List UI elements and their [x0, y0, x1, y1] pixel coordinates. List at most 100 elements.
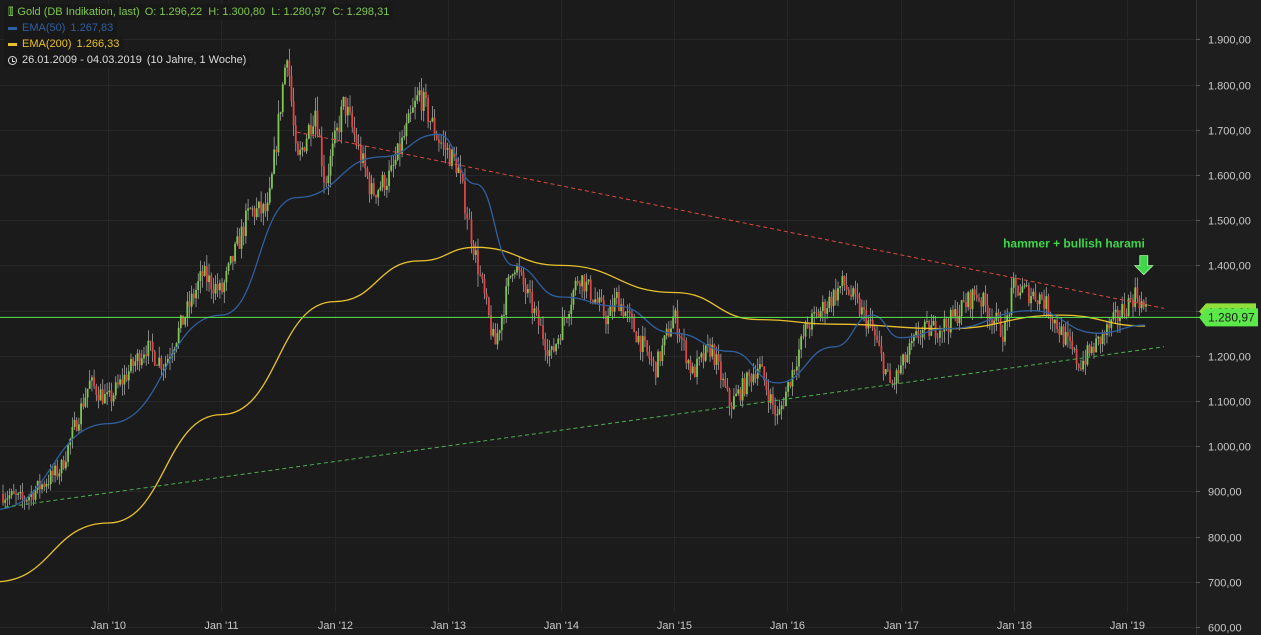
support-trendline[interactable]	[4, 346, 1165, 508]
candle-body	[492, 329, 495, 336]
candle-body	[110, 390, 113, 402]
ema200-value: 1.266,33	[76, 38, 120, 50]
resistance-trendline[interactable]	[296, 131, 1165, 309]
candle-body	[594, 299, 597, 303]
candle-body	[607, 315, 610, 325]
candle-body	[568, 314, 570, 319]
candle-body	[151, 342, 154, 352]
candle-body	[800, 336, 803, 350]
candle-body	[811, 313, 813, 330]
candle-body	[787, 382, 790, 392]
y-tick-label: 1.600,00	[1208, 171, 1251, 183]
candle-body	[162, 369, 165, 370]
candle-body	[218, 282, 221, 291]
candle-body	[743, 378, 746, 395]
candle-body	[1121, 304, 1124, 318]
candle-body	[832, 289, 835, 307]
candle-body	[733, 396, 735, 409]
candle-body	[271, 173, 273, 189]
ema200-line	[0, 246, 1146, 583]
candle-body	[490, 315, 492, 336]
candle-body	[917, 331, 920, 338]
candle-body	[722, 378, 724, 381]
candle-body	[438, 139, 440, 143]
candle-body	[1043, 299, 1045, 309]
candle-body	[958, 315, 961, 324]
candle-body	[17, 493, 20, 495]
candle-body	[91, 377, 93, 381]
candle-body	[464, 181, 466, 214]
ema50-swatch	[8, 26, 17, 30]
candle-body	[852, 288, 855, 297]
candle-body	[1140, 301, 1143, 309]
candle-body	[956, 309, 959, 324]
candle-body	[1056, 319, 1058, 330]
candle-body	[828, 296, 831, 309]
candle-body	[28, 496, 30, 501]
candle-body	[650, 358, 653, 361]
candle-body	[552, 346, 555, 352]
candle-body	[125, 374, 128, 381]
candle-body	[258, 201, 260, 209]
candle-body	[41, 484, 43, 490]
candle-body	[602, 300, 605, 316]
candle-body	[420, 90, 423, 111]
candle-body	[1040, 294, 1043, 300]
candle-body	[949, 309, 952, 333]
candle-body	[635, 332, 638, 343]
candle-body	[67, 444, 69, 462]
candle-body	[1071, 341, 1074, 350]
candle-body	[461, 173, 464, 182]
candle-body	[307, 124, 310, 139]
candle-body	[377, 190, 380, 198]
ema200-label: EMA(200)	[22, 38, 72, 50]
candle-body	[980, 300, 983, 307]
candle-body	[900, 365, 902, 374]
candle-body	[216, 283, 219, 291]
candle-body	[86, 388, 89, 398]
candle-body	[1032, 291, 1035, 297]
candle-body	[702, 353, 705, 361]
price-tag-level: 1.280,97	[1199, 308, 1258, 327]
candle-body	[1123, 304, 1126, 315]
candle-body	[1116, 309, 1119, 321]
candle-body	[199, 271, 202, 282]
candle-body	[15, 493, 17, 495]
candle-body	[891, 382, 894, 384]
x-tick-label: Jan '15	[657, 620, 692, 632]
candle-body	[138, 353, 141, 366]
candle-body	[631, 313, 633, 319]
candle-body	[535, 308, 538, 311]
candle-body	[286, 60, 289, 68]
candle-body	[713, 344, 716, 365]
candle-body	[988, 317, 991, 319]
y-tick-label: 1.200,00	[1208, 352, 1251, 364]
candle-body	[613, 297, 616, 312]
candle-body	[739, 389, 742, 401]
candle-body	[644, 336, 646, 341]
candlestick-icon: ⫿⫿	[8, 6, 14, 18]
candle-body	[518, 266, 521, 271]
y-tick-label: 1.700,00	[1208, 126, 1251, 138]
candle-body	[542, 325, 544, 340]
candle-body	[249, 208, 252, 210]
candle-body	[143, 354, 145, 359]
candle-body	[982, 292, 985, 307]
candle-body	[1038, 294, 1041, 305]
candle-body	[153, 351, 156, 366]
candle-body	[802, 336, 805, 338]
candle-body	[680, 338, 683, 340]
candle-body	[546, 349, 549, 356]
candle-body	[275, 149, 278, 153]
range-selector[interactable]: 26.01.2009 - 04.03.2019 (10 Jahre, 1 Woc…	[4, 52, 251, 68]
candle-body	[583, 275, 586, 292]
down-arrow-icon	[1133, 255, 1154, 276]
candle-body	[960, 300, 963, 316]
candle-body	[952, 309, 954, 317]
candle-body	[43, 484, 46, 487]
candle-body	[466, 213, 469, 219]
candle-body	[1064, 331, 1067, 345]
candle-body	[520, 270, 523, 273]
x-tick-label: Jan '13	[431, 620, 466, 632]
